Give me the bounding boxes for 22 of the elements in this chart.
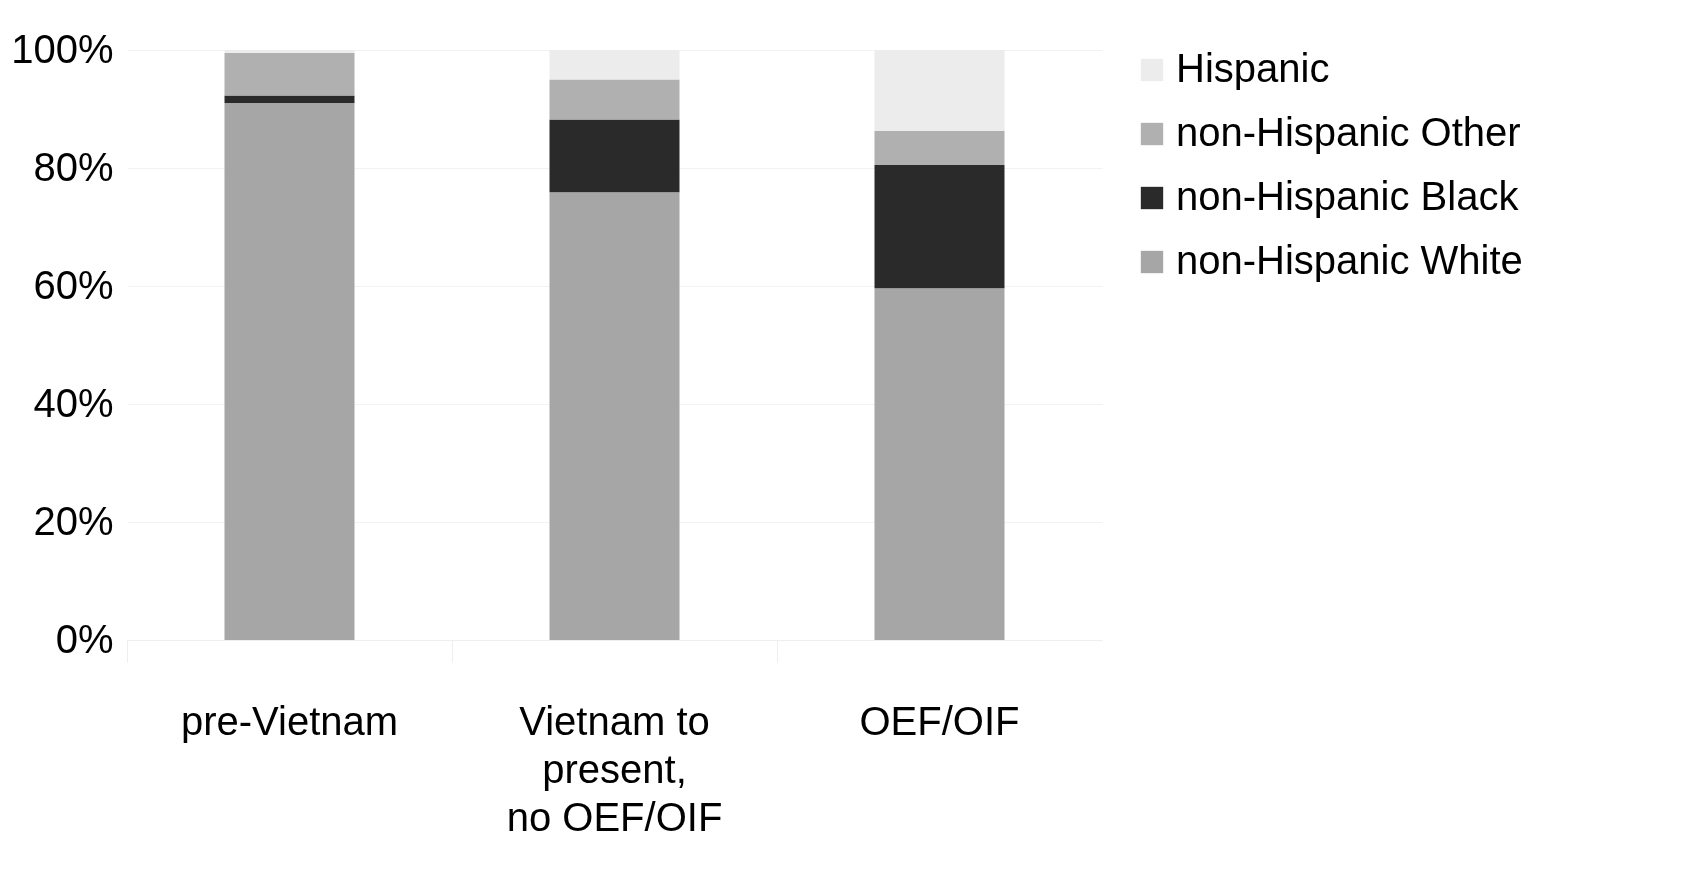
y-tick-label: 20%	[33, 498, 114, 543]
y-tick-label: 0%	[55, 616, 114, 661]
y-tick-label: 100%	[11, 26, 114, 71]
y-tick-label: 80%	[33, 144, 114, 189]
legend-label: Hispanic	[1176, 46, 1330, 90]
bar	[874, 165, 1005, 289]
bar	[549, 192, 680, 640]
legend-label: non-Hispanic Black	[1176, 174, 1520, 218]
x-tick-label: OEF/OIF	[859, 698, 1020, 743]
bar	[874, 288, 1005, 640]
bar	[224, 95, 355, 104]
bar	[549, 79, 680, 120]
legend-label: non-Hispanic Other	[1176, 110, 1521, 154]
bar	[549, 119, 680, 193]
y-tick-label: 40%	[33, 380, 114, 425]
legend-label: non-Hispanic White	[1176, 238, 1523, 282]
x-tick-label: pre-Vietnam	[180, 698, 399, 743]
y-tick-label: 60%	[33, 262, 114, 307]
bar	[224, 52, 355, 96]
bar	[224, 103, 355, 640]
x-tick-label: Vietnam to present, no OEF/OIF	[506, 698, 723, 839]
bar	[874, 130, 1005, 166]
